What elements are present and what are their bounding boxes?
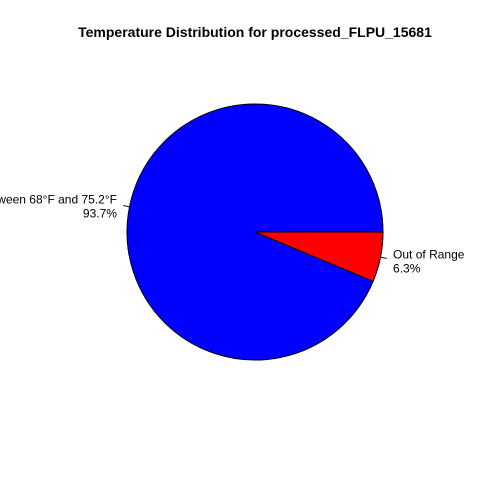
- pie-slices: [127, 104, 383, 360]
- pie-label-tick-0: [123, 206, 129, 207]
- pie-label-percent-0: 93.7%: [83, 206, 117, 220]
- pie-label-name-1: Out of Range: [393, 248, 465, 262]
- pie-label-name-0: Between 68°F and 75.2°F: [0, 192, 117, 206]
- pie-label-tick-1: [381, 257, 387, 258]
- chart-title: Temperature Distribution for processed_F…: [78, 24, 432, 40]
- pie-label-1: Out of Range 6.3%: [393, 248, 465, 276]
- pie-label-percent-1: 6.3%: [393, 262, 421, 276]
- pie-label-0: Between 68°F and 75.2°F93.7%: [0, 192, 117, 220]
